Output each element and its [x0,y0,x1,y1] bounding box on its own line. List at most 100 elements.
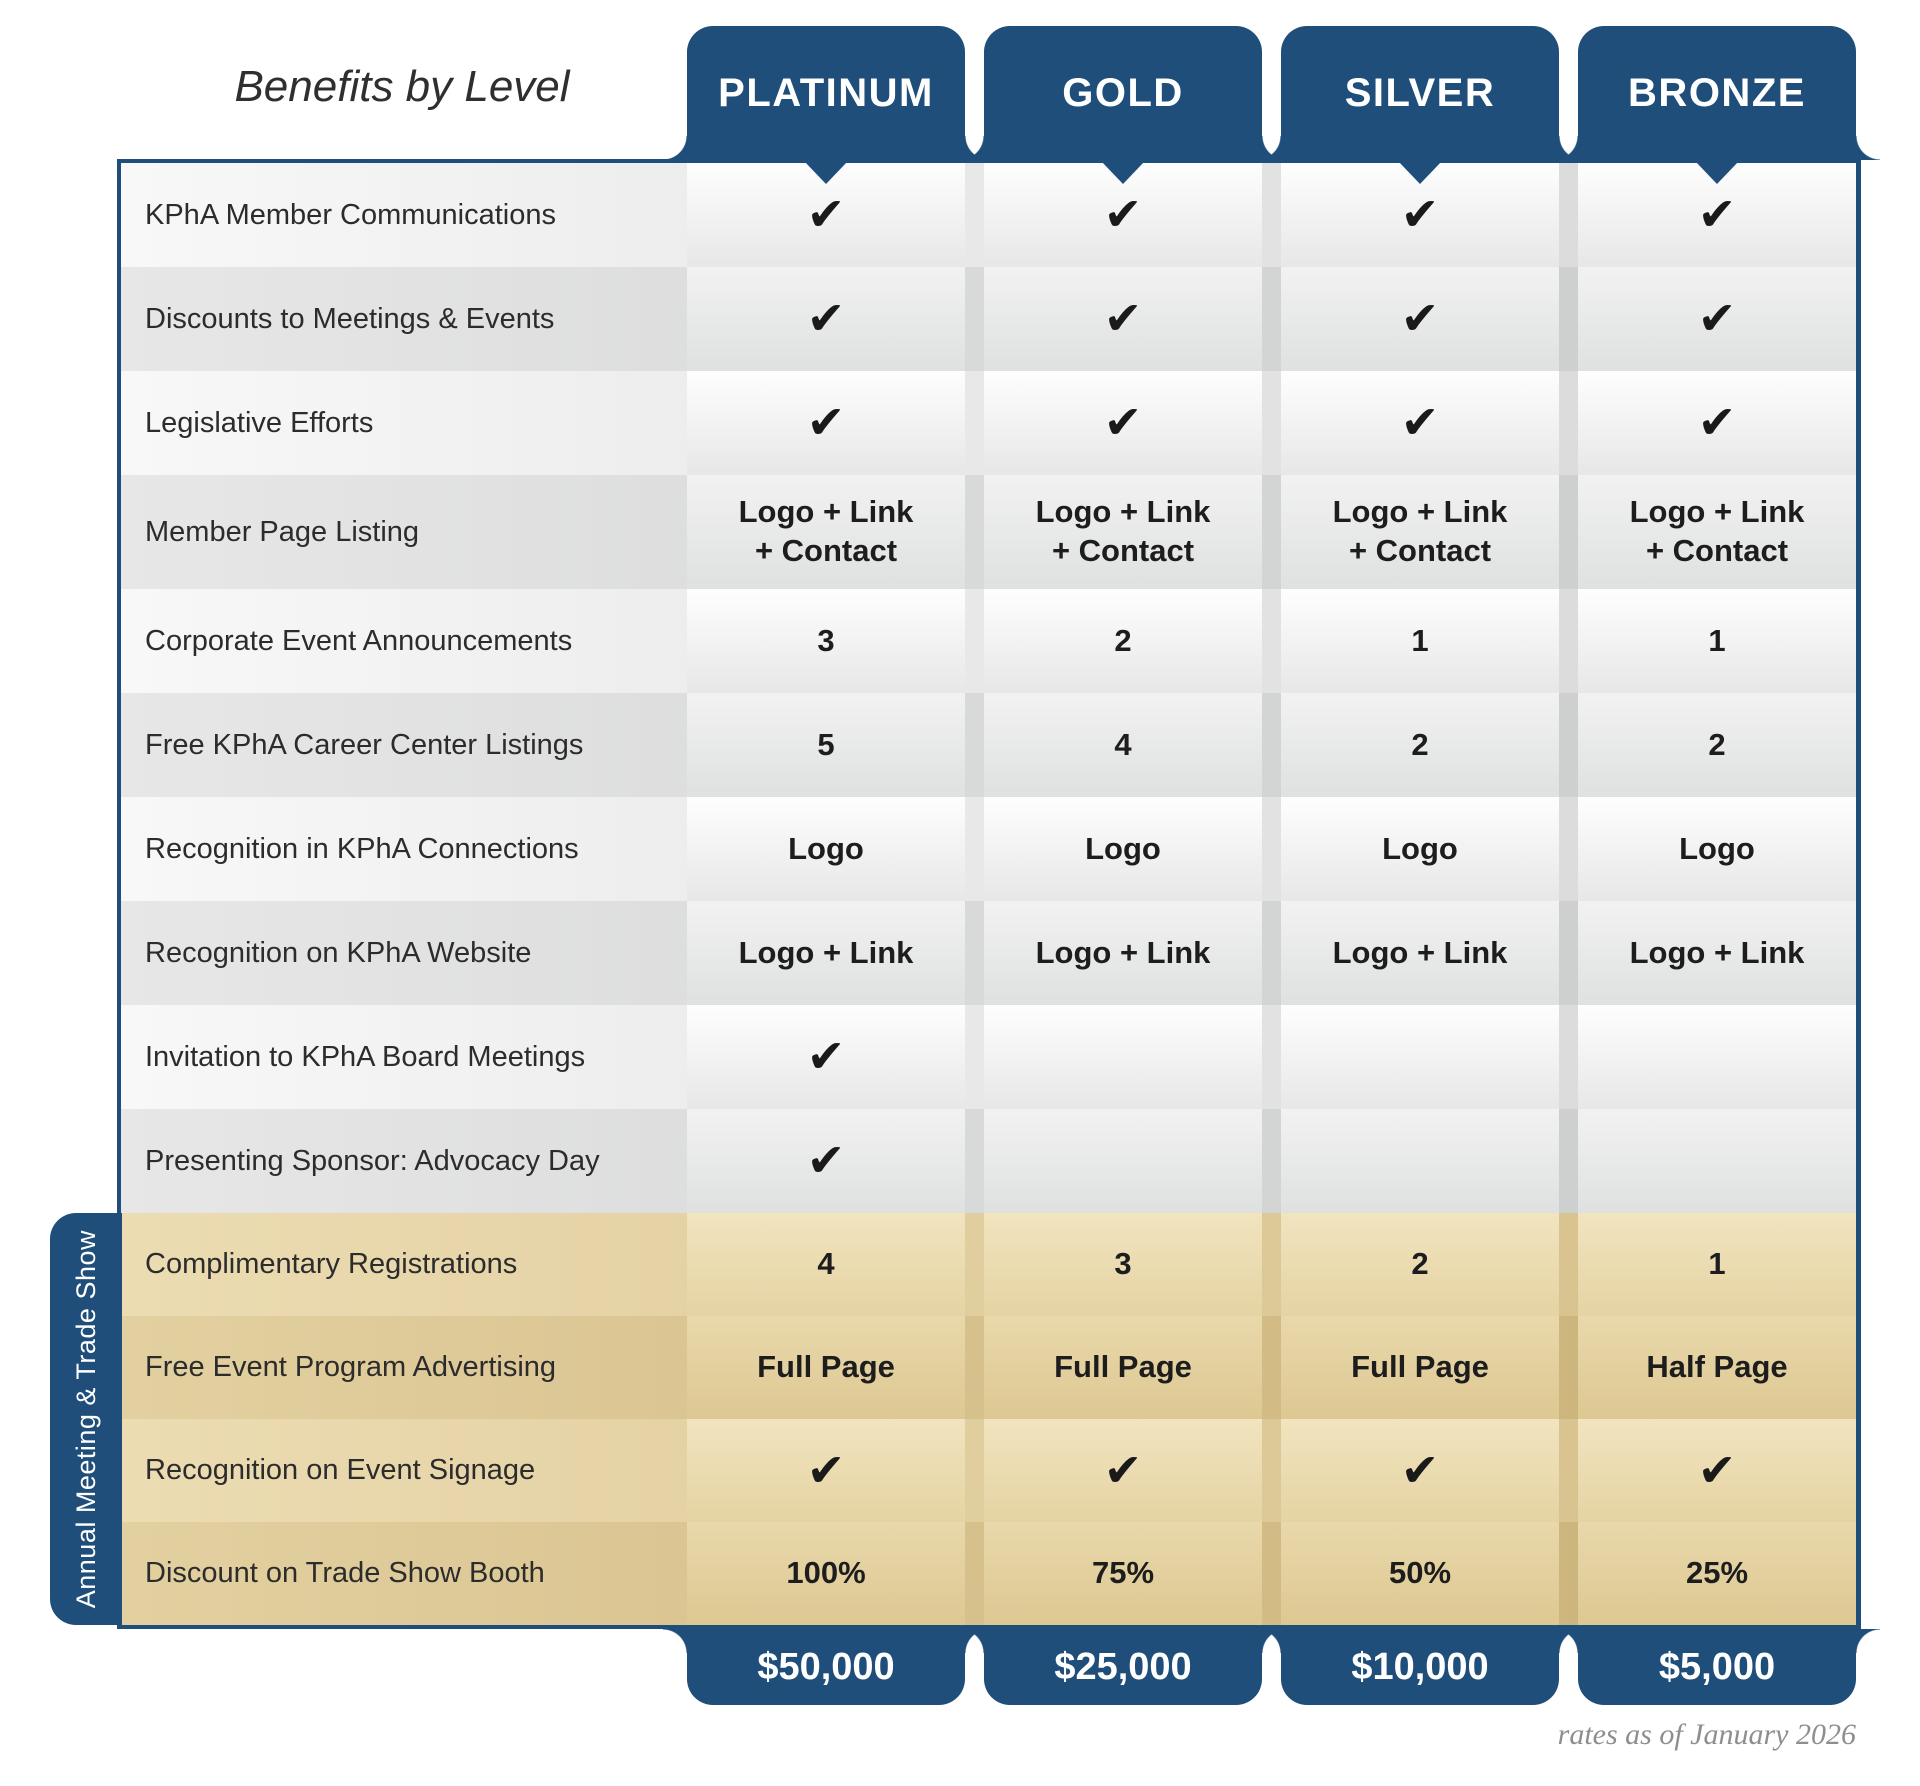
benefit-cell-gold: 3 [984,1213,1262,1316]
benefit-cell-silver: Full Page [1281,1316,1559,1419]
benefit-cell-platinum: ✔ [687,1005,965,1109]
benefit-row: Complimentary Registrations 4 3 2 1 [121,1213,1856,1316]
benefit-row: Presenting Sponsor: Advocacy Day ✔ [121,1109,1856,1213]
benefit-cell-bronze: 1 [1578,1213,1856,1316]
price-row: $50,000 $25,000 $10,000 $5,000 [663,1629,1880,1705]
benefit-cell-gold [984,1005,1262,1109]
benefit-row-label: Legislative Efforts [145,406,374,439]
benefit-cell-gold [984,1109,1262,1213]
benefit-row: Corporate Event Announcements 3 2 1 1 [121,589,1856,693]
benefit-cell-platinum: Logo + Link [687,901,965,1005]
annual-meeting-section-label: Annual Meeting & Trade Show [70,1229,101,1609]
benefit-row: Recognition in KPhA Connections Logo Logo L… [121,797,1856,901]
benefit-cell-bronze: ✔ [1578,1419,1856,1522]
benefit-row-label: KPhA Member Communications [145,198,556,231]
benefit-row-label: Recognition in KPhA Connections [145,832,579,865]
benefit-cell-gold: Logo + Link [984,901,1262,1005]
price-platinum: $50,000 [663,1629,989,1705]
benefit-cell-bronze: Logo + Link [1578,901,1856,1005]
benefit-cell-bronze: Logo + Link + Contact [1578,475,1856,589]
benefit-cell-silver: ✔ [1281,267,1559,371]
benefit-cell-silver: Logo + Link [1281,901,1559,1005]
tier-header-label: SILVER [1344,70,1496,115]
benefit-cell-bronze: Logo [1578,797,1856,901]
benefit-row-label: Free Event Program Advertising [145,1351,557,1383]
benefit-row: Recognition on KPhA Website Logo + Link Lo… [121,901,1856,1005]
tier-header-platinum: PLATINUM [663,26,989,160]
benefit-row: Invitation to KPhA Board Meetings ✔ [121,1005,1856,1109]
tier-header-bronze: BRONZE [1554,26,1880,160]
benefit-cell-silver: 2 [1281,693,1559,797]
benefit-row-label: Complimentary Registrations [145,1248,518,1280]
benefit-row-label: Presenting Sponsor: Advocacy Day [145,1144,600,1177]
tier-header-label: BRONZE [1628,70,1806,115]
benefit-row: Legislative Efforts ✔ ✔ ✔ ✔ [121,371,1856,475]
tier-header-label: GOLD [1062,70,1184,115]
annual-meeting-section-tab: Annual Meeting & Trade Show [50,1213,122,1625]
benefit-cell-gold: ✔ [984,267,1262,371]
benefit-row: Recognition on Event Signage ✔ ✔ ✔ ✔ [121,1419,1856,1522]
benefit-cell-gold: ✔ [984,1419,1262,1522]
benefit-cell-platinum: Full Page [687,1316,965,1419]
benefit-cell-silver: Logo + Link + Contact [1281,475,1559,589]
table-border-left [117,159,121,1629]
benefit-cell-platinum: 3 [687,589,965,693]
benefit-cell-bronze: 1 [1578,589,1856,693]
benefit-cell-bronze: 2 [1578,693,1856,797]
benefit-cell-gold: ✔ [984,371,1262,475]
tier-header-silver: SILVER [1257,26,1583,160]
benefit-cell-gold: 2 [984,589,1262,693]
benefit-cell-silver: 1 [1281,589,1559,693]
page-title: Benefits by Level [234,62,570,111]
benefit-cell-platinum: ✔ [687,267,965,371]
benefit-cell-silver: ✔ [1281,371,1559,475]
benefit-row-label: Invitation to KPhA Board Meetings [145,1040,586,1073]
benefit-cell-gold: 75% [984,1522,1262,1625]
benefit-row: Free Event Program Advertising Full Page F… [121,1316,1856,1419]
benefit-row: Member Page Listing Logo + Link + Contact… [121,475,1856,589]
benefit-cell-bronze [1578,1109,1856,1213]
benefit-row: KPhA Member Communications ✔ ✔ ✔ ✔ [121,163,1856,267]
benefit-cell-platinum: ✔ [687,371,965,475]
benefit-row-label: Member Page Listing [145,515,420,548]
benefit-cell-platinum: Logo + Link + Contact [687,475,965,589]
benefit-cell-gold: Logo + Link + Contact [984,475,1262,589]
benefit-cell-platinum: 5 [687,693,965,797]
benefit-cell-gold: 4 [984,693,1262,797]
benefit-cell-silver: 50% [1281,1522,1559,1625]
benefits-table-body: KPhA Member Communications ✔ ✔ ✔ ✔ Discounts … [121,163,1856,1625]
tier-header-gold: GOLD [960,26,1286,160]
benefit-row-label: Discount on Trade Show Booth [145,1557,545,1589]
benefit-row: Discounts to Meetings & Events ✔ ✔ ✔ ✔ [121,267,1856,371]
benefit-cell-gold: Full Page [984,1316,1262,1419]
benefit-cell-platinum: 4 [687,1213,965,1316]
benefit-cell-silver [1281,1109,1559,1213]
benefit-row-label: Discounts to Meetings & Events [145,302,555,335]
benefit-cell-gold: Logo [984,797,1262,901]
benefit-cell-silver: ✔ [1281,1419,1559,1522]
tier-header-row: PLATINUM GOLD SILVER BRONZE [663,26,1880,160]
benefit-cell-bronze [1578,1005,1856,1109]
benefit-cell-bronze: Half Page [1578,1316,1856,1419]
benefit-cell-bronze: ✔ [1578,267,1856,371]
benefit-cell-silver: Logo [1281,797,1559,901]
benefit-row-label: Recognition on KPhA Website [145,936,532,969]
benefit-row-label: Recognition on Event Signage [145,1454,536,1486]
table-border-top [117,159,1861,163]
benefit-cell-silver: 2 [1281,1213,1559,1316]
benefit-cell-platinum: ✔ [687,1109,965,1213]
price-bronze: $5,000 [1554,1629,1880,1705]
benefit-row: Discount on Trade Show Booth 100% 75% 50% 25… [121,1522,1856,1625]
price-gold: $25,000 [960,1629,1286,1705]
table-border-bottom [117,1625,1861,1629]
benefit-cell-platinum: 100% [687,1522,965,1625]
benefit-cell-silver [1281,1005,1559,1109]
rates-footnote: rates as of January 2026 [1557,1718,1856,1751]
benefit-cell-bronze: ✔ [1578,371,1856,475]
benefit-row: Free KPhA Career Center Listings 5 4 2 2 [121,693,1856,797]
benefit-row-label: Corporate Event Announcements [145,624,573,657]
benefit-cell-bronze: 25% [1578,1522,1856,1625]
tier-header-label: PLATINUM [718,70,934,115]
benefit-row-label: Free KPhA Career Center Listings [145,728,584,761]
